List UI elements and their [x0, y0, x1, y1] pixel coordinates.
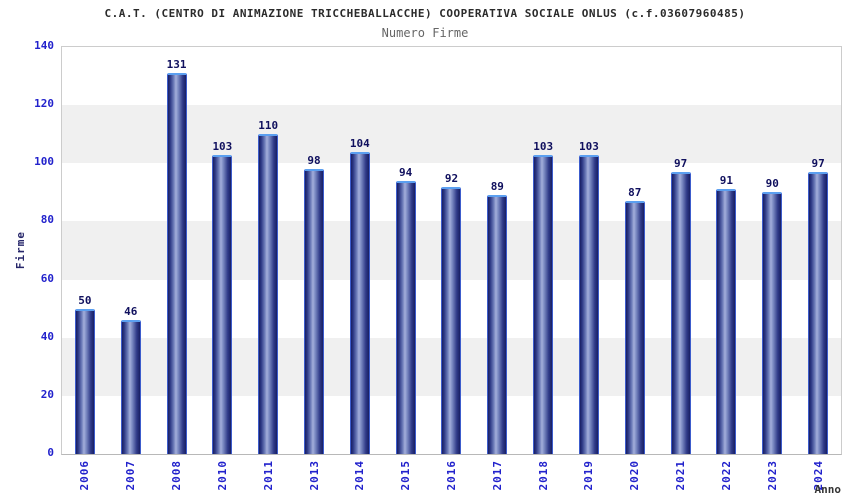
- y-tick-label: 120: [34, 97, 54, 111]
- plot-area: 50 46 131 103 110 98 104 94 92 89 103 103 87 97 91 90 97: [61, 46, 842, 455]
- x-tick-label: 2020: [628, 460, 642, 491]
- bar-slot: 91: [704, 47, 750, 454]
- x-tick-label: 2008: [170, 460, 184, 491]
- chart-title: C.A.T. (CENTRO DI ANIMAZIONE TRICCHEBALL…: [104, 7, 746, 20]
- x-tick-label: 2021: [674, 460, 688, 491]
- x-tick-label: 2023: [765, 460, 779, 491]
- y-tick-label: 0: [47, 446, 54, 459]
- bar-slot: 131: [154, 47, 200, 454]
- x-tick-label: 2007: [124, 460, 138, 491]
- bar-slot: 46: [108, 47, 154, 454]
- x-tick-label: 2015: [399, 460, 413, 491]
- bar-slot: 94: [383, 47, 429, 454]
- x-tick-label: 2019: [582, 460, 596, 491]
- bar-slot: 110: [245, 47, 291, 454]
- bar: [120, 320, 141, 454]
- bar-value-label: 103: [533, 140, 554, 153]
- chart-subtitle: Numero Firme: [381, 26, 469, 40]
- bar: [441, 187, 462, 454]
- y-axis-label: Firme: [14, 231, 27, 270]
- bar-slot: 92: [429, 47, 475, 454]
- x-tick-label: 2017: [490, 460, 504, 491]
- bar-value-label: 98: [307, 154, 321, 167]
- bar-value-label: 94: [399, 166, 413, 179]
- bar-slot: 104: [337, 47, 383, 454]
- x-tick-label: 2013: [307, 460, 321, 491]
- bar: [624, 201, 645, 454]
- bar-slot: 87: [612, 47, 658, 454]
- bar-slot: 90: [749, 47, 795, 454]
- bar: [670, 172, 691, 454]
- y-tick-label: 60: [40, 271, 54, 285]
- bar-value-label: 97: [811, 157, 825, 170]
- bar: [349, 152, 370, 454]
- x-tick-label: 2018: [536, 460, 550, 491]
- y-tick-label: 40: [40, 329, 54, 343]
- bar-slot: 97: [795, 47, 841, 454]
- bar-slot: 103: [520, 47, 566, 454]
- bar: [533, 155, 554, 454]
- x-tick-label: 2010: [215, 460, 229, 491]
- bar: [808, 172, 829, 454]
- bar-slot: 103: [199, 47, 245, 454]
- bar-value-label: 92: [444, 172, 459, 185]
- bar-value-label: 46: [124, 305, 138, 318]
- bar-value-label: 110: [258, 119, 279, 132]
- y-tick-label: 80: [40, 213, 54, 227]
- bar-slot: 50: [62, 47, 108, 454]
- bar: [762, 192, 783, 454]
- x-axis-ticks: 2006 2007 2008 2010 2011 2013 2014 2015 2016 2017…: [62, 460, 841, 500]
- bar-value-label: 104: [349, 137, 370, 150]
- bar-value-label: 90: [765, 177, 779, 190]
- bar: [578, 155, 599, 454]
- x-tick-label: 2016: [444, 460, 458, 491]
- bar-value-label: 131: [166, 58, 187, 71]
- bar: [258, 134, 279, 454]
- bar: [166, 73, 187, 454]
- bars-container: 50 46 131 103 110 98 104 94 92 89 103 103 87 97 91 90 97: [62, 47, 841, 454]
- bar-slot: 89: [474, 47, 520, 454]
- bar-slot: 98: [291, 47, 337, 454]
- bar: [395, 181, 416, 454]
- y-tick-label: 20: [40, 387, 54, 401]
- y-tick-label: 140: [34, 39, 54, 52]
- bar: [716, 189, 737, 454]
- bar: [304, 169, 325, 454]
- x-tick-label: 2014: [353, 460, 367, 491]
- bar-value-label: 89: [490, 180, 504, 193]
- bar-value-label: 97: [673, 157, 688, 170]
- bar: [212, 155, 233, 454]
- bar-value-label: 103: [579, 140, 599, 153]
- x-axis-label: Anno: [814, 483, 842, 496]
- bar-value-label: 103: [212, 140, 233, 153]
- x-tick-label: 2022: [719, 460, 733, 491]
- bar-slot: 103: [566, 47, 612, 454]
- bar-slot: 97: [658, 47, 704, 454]
- grid-band: [62, 105, 841, 164]
- x-tick-label: 2006: [78, 460, 92, 491]
- bar: [74, 309, 95, 454]
- bar-value-label: 50: [78, 294, 92, 307]
- y-tick-label: 100: [34, 155, 54, 169]
- x-tick-label: 2011: [261, 460, 275, 491]
- bar-value-label: 91: [719, 174, 734, 187]
- bar-value-label: 87: [628, 186, 642, 199]
- bar: [487, 195, 508, 454]
